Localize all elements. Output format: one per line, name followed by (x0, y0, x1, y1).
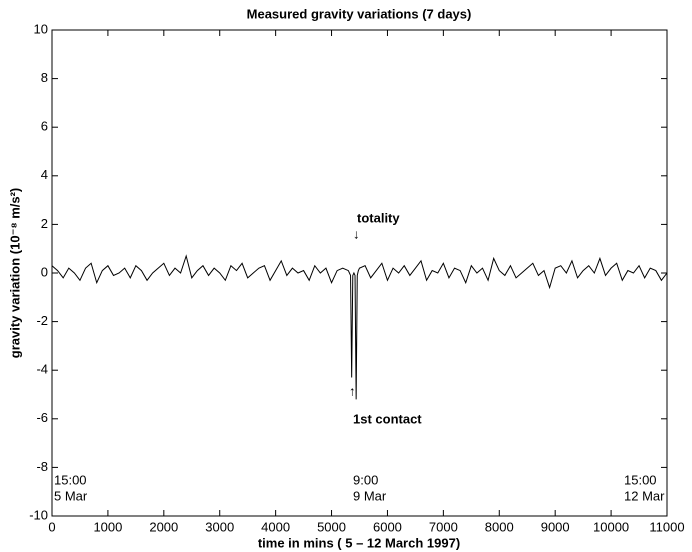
x-axis-label: time in mins ( 5 – 12 March 1997) (258, 535, 460, 550)
plot-frame (51, 29, 668, 517)
annotation: 12 Mar (624, 488, 665, 503)
x-tick-label: 5000 (317, 519, 346, 534)
annotation: 9 Mar (353, 488, 387, 503)
x-tick-label: 0 (48, 519, 55, 534)
chart-title: Measured gravity variations (7 days) (247, 6, 472, 21)
y-tick-label: 8 (41, 70, 48, 85)
y-tick-label: 6 (41, 119, 48, 134)
y-tick-label: -6 (36, 410, 48, 425)
x-tick-label: 10000 (593, 519, 629, 534)
x-tick-label: 8000 (485, 519, 514, 534)
x-tick-label: 6000 (373, 519, 402, 534)
x-tick-label: 2000 (149, 519, 178, 534)
x-tick-label: 4000 (261, 519, 290, 534)
annotation: 5 Mar (54, 488, 88, 503)
data-line (51, 254, 668, 400)
y-tick-label: -4 (36, 362, 48, 377)
annotation: 1st contact (353, 411, 422, 426)
y-tick-label: 2 (41, 216, 48, 231)
annotation: ↑ (349, 383, 356, 398)
x-tick-label: 9000 (541, 519, 570, 534)
x-tick-label: 7000 (429, 519, 458, 534)
annotation: 9:00 (353, 472, 378, 487)
annotation: 15:00 (624, 472, 657, 487)
y-tick-label: 10 (34, 21, 48, 36)
y-tick-label: 0 (41, 264, 48, 279)
x-tick-label: 1000 (93, 519, 122, 534)
x-tick-label: 3000 (205, 519, 234, 534)
y-tick-label: 4 (41, 167, 48, 182)
y-tick-label: -8 (36, 459, 48, 474)
y-axis-label: gravity variation (10⁻⁸ m/s²) (7, 188, 22, 359)
y-tick-label: -2 (36, 313, 48, 328)
annotation: ↓ (353, 226, 360, 241)
annotation: totality (357, 210, 400, 225)
annotation: 15:00 (54, 472, 87, 487)
x-tick-label: 11000 (649, 519, 684, 534)
y-tick-label: -10 (29, 507, 48, 522)
